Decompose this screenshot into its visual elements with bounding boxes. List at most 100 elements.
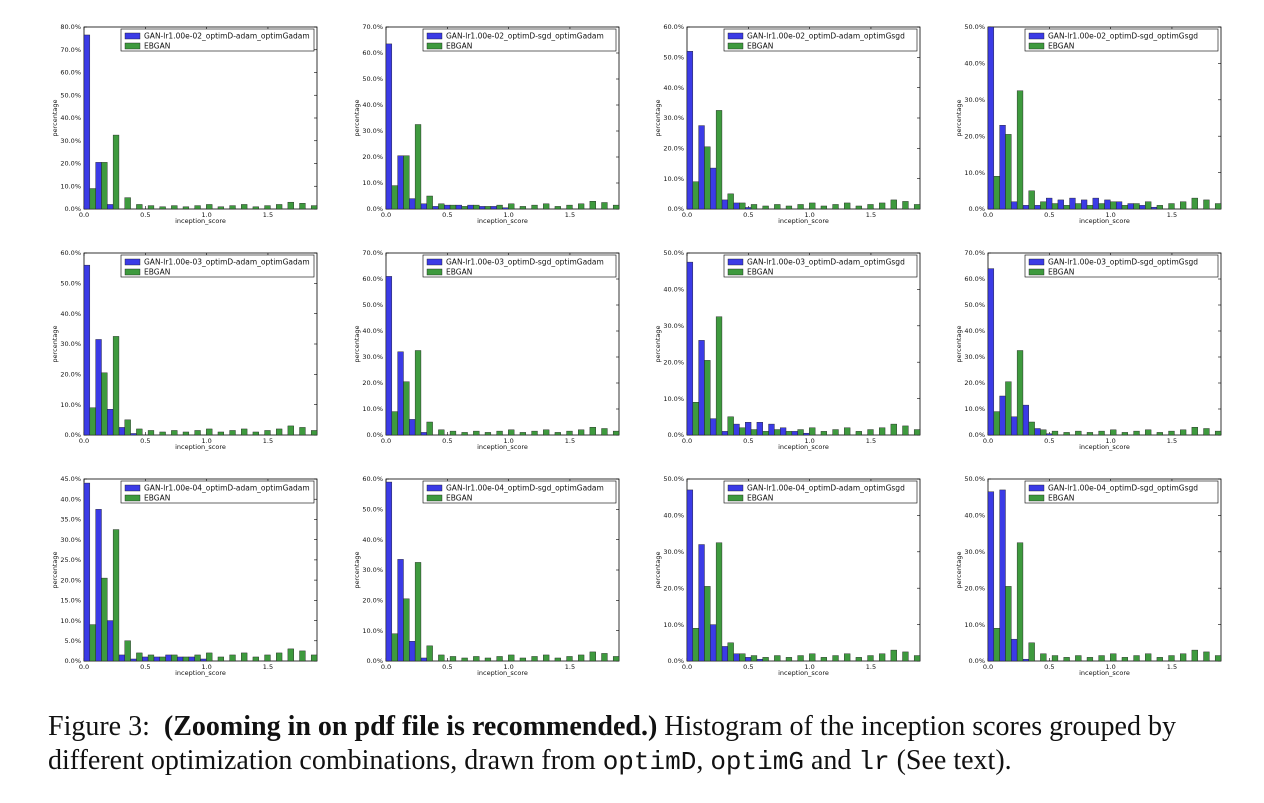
x-tick-label: 1.5 — [565, 211, 575, 219]
y-tick-label: 20.0% — [60, 576, 81, 584]
y-tick-label: 10.0% — [663, 175, 684, 183]
ebgan-bar — [1075, 655, 1082, 662]
gan-bar — [420, 657, 427, 662]
ebgan-bar — [1075, 430, 1082, 436]
y-tick-label: 70.0% — [362, 23, 383, 31]
y-tick-label: 10.0% — [362, 179, 383, 187]
legend-swatch-gan — [1028, 484, 1045, 492]
gan-bar — [1046, 433, 1053, 436]
x-tick-label: 0.0 — [682, 663, 692, 671]
gan-bar — [1034, 205, 1041, 210]
histogram-panel-11: 0.0% 10.0% 20.0% 30.0% 40.0% 50.0% 0.0 0.5 1.0 1.… — [629, 474, 929, 679]
ebgan-bar — [867, 204, 874, 210]
y-tick-label: 50.0% — [964, 23, 985, 31]
y-tick-label: 30.0% — [663, 114, 684, 122]
caption-tail: (See text). — [896, 745, 1012, 776]
histogram-svg-6: 0.0% 10.0% 20.0% 30.0% 40.0% 50.0% 60.0% 70.0% 0… — [353, 249, 620, 451]
ebgan-bar — [762, 205, 769, 210]
plot-frame — [987, 252, 1222, 436]
histogram-panel-12: 0.0% 10.0% 20.0% 30.0% 40.0% 50.0% 0.0 0.5 1.0 1.… — [930, 474, 1230, 679]
ebgan-bar — [229, 654, 236, 662]
y-tick-label: 70.0% — [60, 46, 81, 54]
histogram-panel-1: 0.0% 10.0% 20.0% 30.0% 40.0% 50.0% 60.0% 70.0% 8… — [26, 22, 326, 227]
plot-frame — [385, 252, 620, 436]
ebgan-bar — [867, 429, 874, 436]
gan-bar — [686, 489, 694, 662]
y-tick-label: 20.0% — [663, 584, 684, 592]
ebgan-bar — [913, 204, 921, 210]
gan-bar — [733, 202, 740, 210]
ebgan-bar — [484, 657, 492, 662]
x-tick-label: 0.0 — [983, 437, 993, 445]
gan-bar — [1092, 197, 1099, 210]
plot-area: 0.0% 10.0% 20.0% 30.0% 40.0% 50.0% 60.0% 0.0 0.5… — [353, 475, 620, 677]
gan-bar — [1115, 201, 1123, 210]
ebgan-bar — [1180, 653, 1187, 662]
ebgan-bar — [1214, 655, 1222, 662]
x-tick-label: 0.5 — [743, 211, 753, 219]
legend-swatch-gan — [727, 484, 744, 492]
ebgan-bar — [1040, 429, 1047, 436]
ebgan-bar — [1051, 655, 1059, 662]
histogram-panel-10: 0.0% 10.0% 20.0% 30.0% 40.0% 50.0% 60.0% 0.0 0.5… — [328, 474, 628, 679]
gan-bar — [397, 559, 404, 662]
ebgan-bar — [601, 428, 608, 436]
y-tick-label: 10.0% — [964, 405, 985, 413]
ebgan-bar — [229, 430, 236, 436]
gan-bar — [1139, 205, 1146, 210]
ebgan-bar — [785, 657, 793, 662]
y-tick-label: 50.0% — [964, 475, 985, 483]
x-tick-label: 0.5 — [1044, 663, 1054, 671]
gan-bar — [409, 198, 416, 210]
y-tick-label: 10.0% — [663, 621, 684, 629]
ebgan-bar — [715, 542, 723, 662]
gan-bar — [95, 162, 102, 210]
plot-area: 0.0% 10.0% 20.0% 30.0% 40.0% 50.0% 60.0% 0.0 0.5… — [654, 23, 921, 225]
y-tick-label: 0.0% — [968, 657, 985, 665]
x-tick-label: 1.5 — [866, 211, 876, 219]
gan-bar — [1104, 199, 1111, 210]
ebgan-bar — [147, 654, 155, 662]
x-axis-label: inception_score — [175, 217, 226, 225]
ebgan-bar — [310, 205, 318, 210]
legend-label-ebgan: EBGAN — [747, 494, 773, 503]
ebgan-bar — [89, 407, 96, 436]
y-tick-label: 40.0% — [663, 512, 684, 520]
y-tick-label: 20.0% — [60, 160, 81, 168]
ebgan-bar — [820, 431, 828, 436]
legend-swatch-gan — [1028, 32, 1045, 40]
plot-area: 0.0% 10.0% 20.0% 30.0% 40.0% 50.0% 60.0% 0.0 0.5… — [51, 249, 318, 451]
histogram-panel-4: 0.0% 10.0% 20.0% 30.0% 40.0% 50.0% 0.0 0.5 1.0 1.… — [930, 22, 1230, 227]
ebgan-bar — [739, 427, 746, 436]
ebgan-bar — [1086, 205, 1094, 210]
ebgan-bar — [750, 429, 758, 436]
y-tick-label: 20.0% — [663, 145, 684, 153]
x-tick-label: 1.5 — [866, 437, 876, 445]
legend: GAN-lr1.00e-02_optimD-adam_optimGsgdEBGA… — [723, 28, 918, 52]
ebgan-bar — [902, 201, 909, 210]
x-tick-label: 0.5 — [1044, 437, 1054, 445]
ebgan-bar — [519, 206, 527, 210]
legend-label-gan: GAN-lr1.00e-03_optimD-adam_optimGadam — [144, 258, 310, 267]
x-axis-label: inception_score — [477, 443, 528, 451]
ebgan-bar — [774, 429, 781, 436]
x-tick-label: 0.5 — [743, 437, 753, 445]
x-tick-label: 0.0 — [381, 663, 391, 671]
y-tick-label: 40.0% — [964, 60, 985, 68]
histogram-svg-5: 0.0% 10.0% 20.0% 30.0% 40.0% 50.0% 60.0% 0.0 0.5… — [51, 249, 318, 451]
y-tick-label: 30.0% — [964, 548, 985, 556]
legend-swatch-ebgan — [727, 268, 744, 276]
ebgan-bar — [913, 429, 921, 436]
gan-bar — [1011, 201, 1018, 210]
caption-sep: , — [696, 745, 704, 776]
ebgan-bar — [182, 656, 190, 662]
gan-bar — [385, 481, 393, 662]
y-tick-label: 30.0% — [964, 353, 985, 361]
legend: GAN-lr1.00e-04_optimD-adam_optimGadamEBG… — [120, 480, 315, 504]
ebgan-bar — [1133, 203, 1140, 210]
legend-swatch-ebgan — [1028, 42, 1045, 50]
ebgan-bar — [124, 640, 131, 662]
ebgan-bar — [820, 657, 828, 662]
ebgan-bar — [112, 134, 120, 210]
legend-label-gan: GAN-lr1.00e-04_optimD-sgd_optimGadam — [446, 484, 604, 493]
